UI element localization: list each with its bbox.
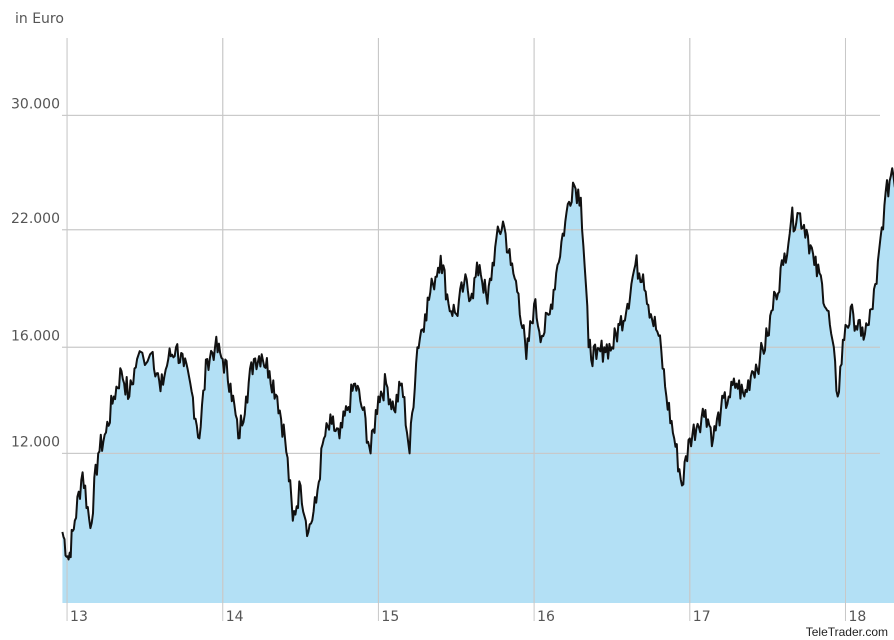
x-tick-label: 15 — [381, 609, 399, 625]
x-tick-label: 16 — [537, 609, 555, 625]
x-tick-label: 14 — [226, 609, 244, 625]
y-tick-label: 16.000 — [11, 328, 60, 344]
price-area — [62, 168, 894, 603]
y-tick-label: 12.000 — [11, 434, 60, 450]
y-unit-label: in Euro — [15, 11, 64, 27]
x-tick-label: 13 — [70, 609, 88, 625]
price-line — [61, 167, 894, 561]
x-tick-label: 18 — [848, 609, 866, 625]
y-tick-label: 22.000 — [11, 211, 60, 227]
x-tick-label: 17 — [693, 609, 711, 625]
source-credit: TeleTrader.com — [805, 625, 888, 639]
y-tick-label: 30.000 — [11, 96, 60, 112]
